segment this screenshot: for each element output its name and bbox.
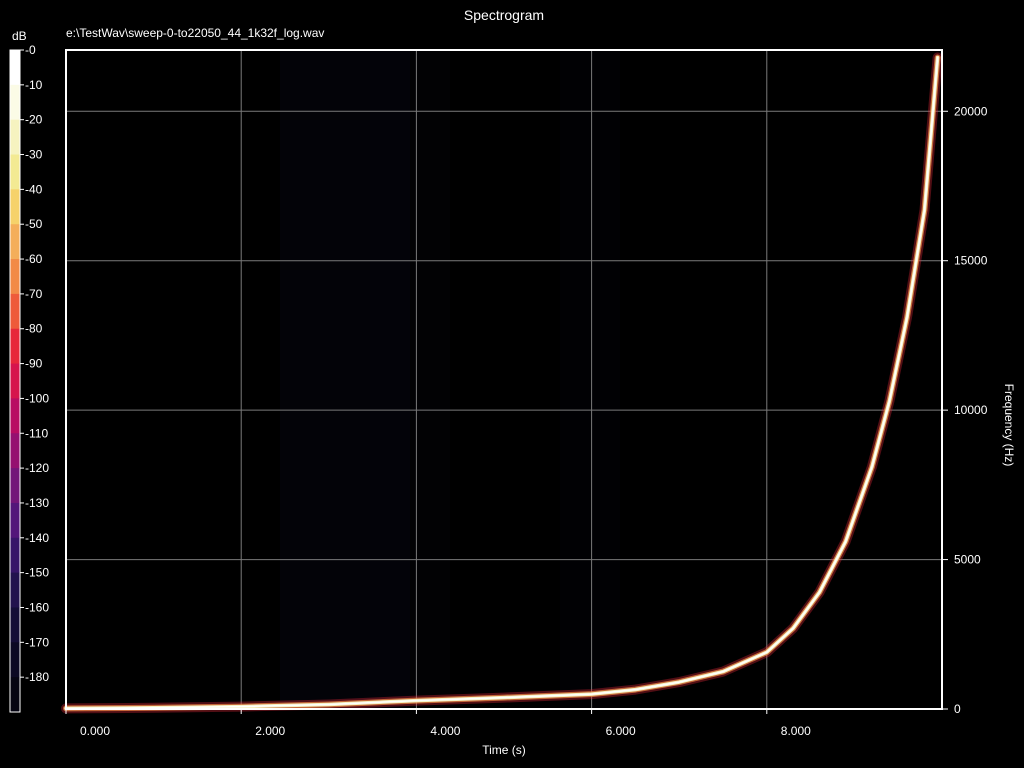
x-tick-label: 2.000 — [255, 724, 285, 738]
colorbar-tick-label: -120 — [25, 461, 49, 475]
y-axis: 0 5000 10000 15000 20000 — [942, 104, 988, 716]
chart-title: Spectrogram — [464, 7, 544, 23]
y-tick-label: 15000 — [954, 254, 988, 268]
colorbar-segment — [10, 84, 20, 121]
colorbar-segment — [10, 468, 20, 504]
noise-band — [280, 50, 370, 709]
colorbar-segment — [10, 537, 20, 574]
colorbar-tick-label: -90 — [25, 357, 43, 371]
y-tick-label: 5000 — [954, 553, 981, 567]
colorbar-tick-label: -60 — [25, 252, 43, 266]
colorbar-tick-label: -110 — [25, 426, 48, 440]
colorbar-segment — [10, 363, 20, 399]
colorbar-segment — [10, 259, 20, 295]
noise-bands — [280, 50, 620, 709]
y-tick-label: 0 — [954, 702, 961, 716]
colorbar-segment — [10, 398, 20, 434]
sweep-curve — [65, 56, 939, 710]
colorbar-tick-label: -20 — [25, 113, 43, 127]
colorbar-segment — [10, 433, 20, 469]
colorbar-segment — [10, 677, 20, 713]
chart-subtitle: e:\TestWav\sweep-0-to22050_44_1k32f_log.… — [66, 26, 324, 40]
colorbar-segment — [10, 502, 20, 539]
colorbar-tick-label: -30 — [25, 148, 43, 162]
colorbar-tick-label: -170 — [25, 635, 49, 649]
colorbar-tick-label: -80 — [25, 322, 43, 336]
x-axis: 0.000 2.000 4.000 6.000 8.000 — [65, 709, 811, 738]
colorbar-tick-label: -70 — [25, 287, 43, 301]
colorbar-segment — [10, 328, 20, 365]
series-layer — [61, 52, 943, 714]
plot-area — [66, 50, 942, 709]
colorbar-segment — [10, 119, 20, 156]
y-axis-label: Frequency (Hz) — [1002, 384, 1016, 467]
x-tick-label: 8.000 — [781, 724, 811, 738]
x-tick-label: 6.000 — [606, 724, 636, 738]
colorbar-tick-label: -140 — [25, 531, 49, 545]
colorbar-frame — [9, 49, 21, 713]
colorbar-tick-label: -180 — [25, 670, 49, 684]
y-tick-label: 20000 — [954, 104, 988, 118]
grid — [66, 50, 942, 709]
colorbar-segment — [10, 50, 20, 86]
x-tick-label: 0.000 — [80, 724, 110, 738]
colorbar-segment — [10, 572, 20, 608]
colorbar-segment — [10, 154, 20, 190]
colorbar-tick-label: -130 — [25, 496, 49, 510]
colorbar-tick-label: -160 — [25, 600, 49, 614]
colorbar-tick-label: -10 — [25, 78, 43, 92]
colorbar-tick-label: -100 — [25, 391, 49, 405]
colorbar-segment — [10, 642, 20, 678]
colorbar-tick-label: -50 — [25, 217, 43, 231]
colorbar-segment — [10, 293, 20, 330]
colorbar-segment — [10, 224, 20, 260]
colorbar-unit-label: dB — [12, 29, 27, 43]
x-axis-label: Time (s) — [482, 743, 526, 757]
plot-frame — [65, 49, 943, 710]
colorbar: -0 -10 -20 -30 -40 -50 -60 -70 -80 -90 -100 -110 -12… — [9, 43, 49, 713]
colorbar-segment — [10, 189, 20, 225]
noise-band — [370, 50, 410, 709]
colorbar-tick-label: -0 — [25, 43, 36, 57]
noise-band — [560, 50, 620, 709]
y-tick-label: 10000 — [954, 403, 988, 417]
colorbar-tick-label: -150 — [25, 566, 49, 580]
x-tick-label: 4.000 — [430, 724, 460, 738]
colorbar-tick-label: -40 — [25, 182, 43, 196]
colorbar-segment — [10, 607, 20, 643]
